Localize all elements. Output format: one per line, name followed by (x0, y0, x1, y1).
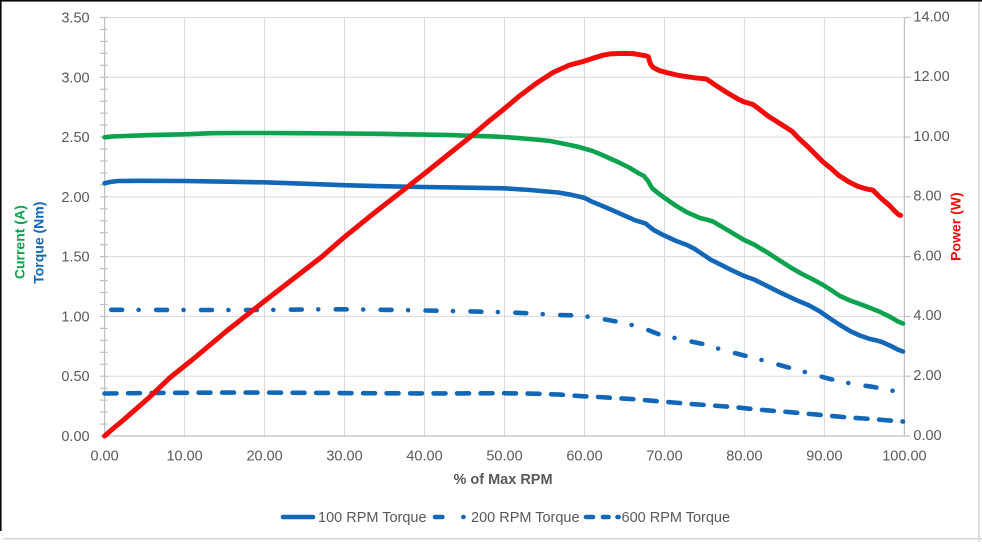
svg-text:4.00: 4.00 (913, 308, 941, 324)
svg-text:8.00: 8.00 (913, 189, 941, 205)
svg-text:14.00: 14.00 (913, 9, 949, 25)
svg-text:3.50: 3.50 (61, 11, 89, 27)
svg-text:1.00: 1.00 (61, 309, 89, 325)
svg-text:50.00: 50.00 (486, 449, 522, 465)
svg-text:2.00: 2.00 (61, 190, 89, 206)
svg-text:2.00: 2.00 (913, 368, 941, 384)
svg-text:20.00: 20.00 (246, 449, 282, 465)
svg-text:0.00: 0.00 (61, 429, 89, 445)
svg-text:0.00: 0.00 (913, 428, 941, 444)
svg-text:10.00: 10.00 (913, 129, 949, 145)
svg-text:80.00: 80.00 (726, 449, 762, 465)
svg-text:90.00: 90.00 (806, 449, 842, 465)
svg-text:30.00: 30.00 (326, 449, 362, 465)
svg-text:100.00: 100.00 (882, 449, 926, 465)
svg-text:Current (A): Current (A) (12, 205, 28, 279)
svg-text:600 RPM Torque: 600 RPM Torque (622, 510, 731, 526)
svg-text:% of Max RPM: % of Max RPM (453, 472, 552, 488)
svg-text:200 RPM Torque: 200 RPM Torque (471, 510, 580, 526)
svg-text:1.50: 1.50 (61, 250, 89, 266)
svg-text:Power (W): Power (W) (948, 192, 964, 260)
svg-text:12.00: 12.00 (913, 69, 949, 85)
svg-text:3.00: 3.00 (61, 70, 89, 86)
svg-text:2.50: 2.50 (61, 130, 89, 146)
svg-text:Torque (Nm): Torque (Nm) (31, 202, 47, 284)
svg-text:6.00: 6.00 (913, 248, 941, 264)
svg-text:100 RPM Torque: 100 RPM Torque (318, 510, 427, 526)
svg-text:0.50: 0.50 (61, 369, 89, 385)
svg-text:70.00: 70.00 (646, 449, 682, 465)
svg-text:0.00: 0.00 (90, 449, 118, 465)
svg-text:10.00: 10.00 (166, 449, 202, 465)
svg-text:40.00: 40.00 (406, 449, 442, 465)
svg-text:60.00: 60.00 (566, 449, 602, 465)
